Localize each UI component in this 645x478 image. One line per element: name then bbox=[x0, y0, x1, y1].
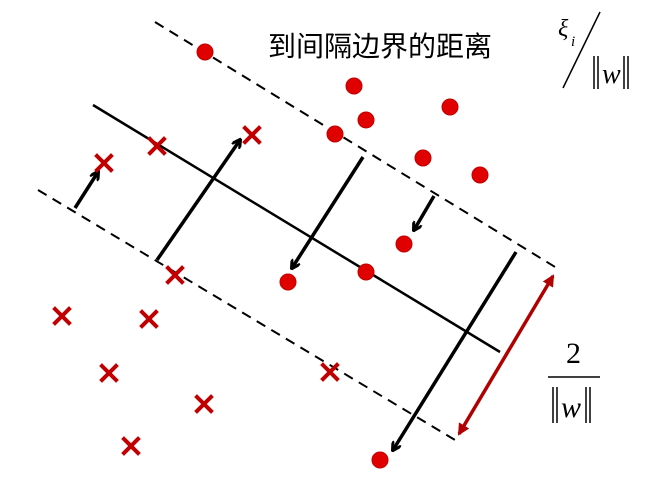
class-point-circle bbox=[395, 235, 413, 253]
class-point-circle bbox=[326, 125, 344, 143]
positive-class-points bbox=[196, 43, 489, 469]
class-point-circle bbox=[196, 43, 214, 61]
class-point-cross bbox=[165, 265, 185, 285]
decision-boundary bbox=[92, 103, 501, 354]
slack-arrow bbox=[414, 195, 436, 230]
class-point-circle bbox=[371, 451, 389, 469]
slack-arrows bbox=[73, 140, 518, 450]
slack-arrow bbox=[155, 140, 240, 261]
class-point-cross bbox=[320, 362, 340, 382]
margin-denominator: w bbox=[561, 391, 581, 424]
class-point-circle bbox=[357, 111, 375, 129]
slack-arrow bbox=[73, 172, 98, 209]
class-point-circle bbox=[279, 273, 297, 291]
slack-subscript: i bbox=[571, 34, 575, 50]
margin-width-arrow bbox=[457, 274, 555, 436]
class-point-circle bbox=[414, 149, 432, 167]
lower-margin-line bbox=[37, 189, 456, 441]
margin-fraction: 2 w bbox=[548, 337, 600, 424]
slack-distance-label: 到间隔边界的距离 bbox=[268, 30, 492, 63]
class-point-cross bbox=[94, 153, 114, 173]
class-point-cross bbox=[147, 136, 167, 156]
margin-numerator: 2 bbox=[566, 337, 581, 370]
upper-margin-line bbox=[154, 21, 561, 271]
negative-class-points bbox=[52, 125, 340, 456]
class-point-circle bbox=[345, 77, 363, 95]
slack-fraction: ξ i w bbox=[558, 11, 629, 90]
class-point-circle bbox=[357, 263, 375, 281]
slack-arrow bbox=[292, 156, 365, 268]
slack-numerator: ξ bbox=[558, 16, 569, 42]
class-point-cross bbox=[194, 394, 214, 414]
class-point-cross bbox=[52, 306, 72, 326]
class-point-cross bbox=[121, 436, 141, 456]
class-point-cross bbox=[242, 125, 262, 145]
slack-denominator: w bbox=[602, 59, 621, 90]
class-point-cross bbox=[139, 309, 159, 329]
class-point-circle bbox=[441, 98, 459, 116]
fraction-slash bbox=[562, 11, 601, 89]
class-point-cross bbox=[99, 363, 119, 383]
class-point-circle bbox=[471, 166, 489, 184]
